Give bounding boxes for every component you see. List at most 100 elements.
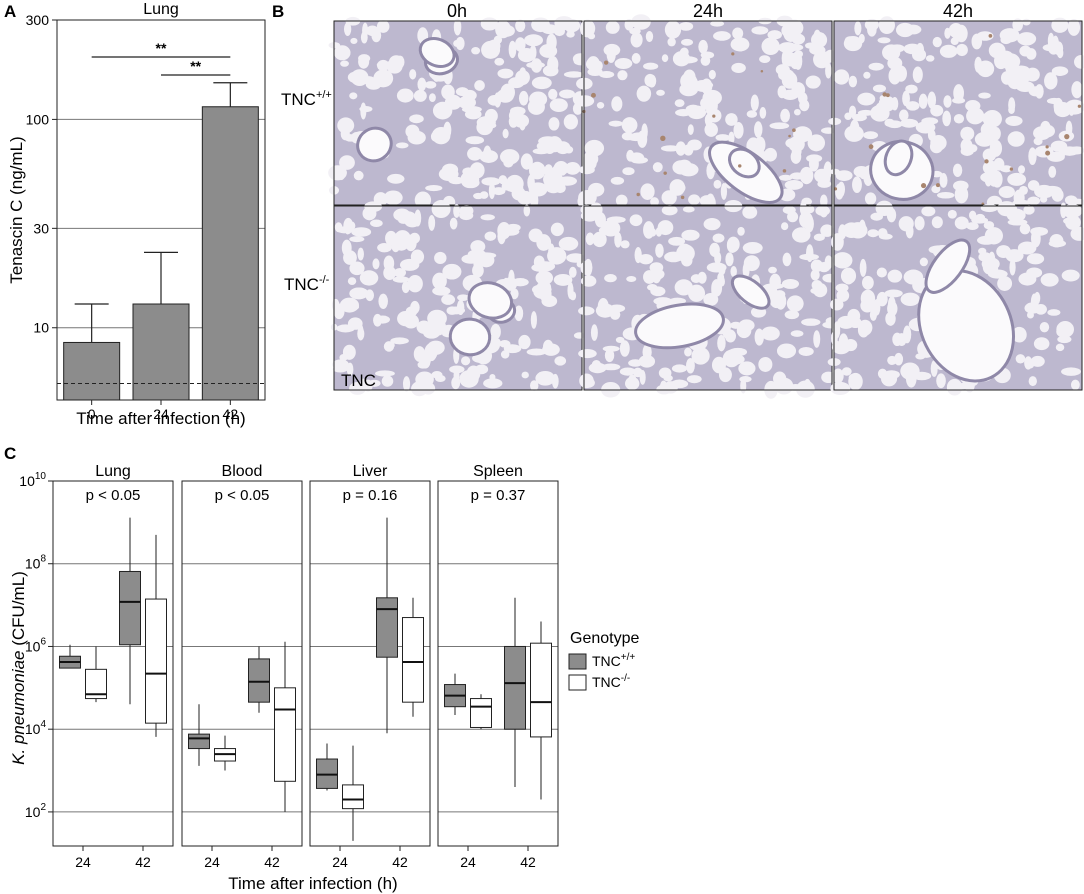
alveolus <box>982 160 999 175</box>
panel-a-x-tick-label: 0 <box>88 406 96 422</box>
alveolus <box>349 92 358 100</box>
alveolus <box>563 114 578 130</box>
alveolus <box>417 77 427 92</box>
alveolus <box>455 36 465 51</box>
alveolus <box>414 191 432 209</box>
alveolus <box>820 224 834 237</box>
alveolus <box>575 95 595 107</box>
alveolus <box>385 230 398 246</box>
alveolus <box>905 224 914 239</box>
box <box>342 784 364 810</box>
alveolus <box>532 148 550 155</box>
alveolus <box>847 308 861 323</box>
alveolus <box>729 321 742 329</box>
alveolus <box>950 37 959 46</box>
alveolus <box>427 318 447 336</box>
stain-dot <box>788 134 791 138</box>
panel-a-x-axis-title: Time after infection (h) <box>76 409 245 428</box>
panel-c-y-tick-label: 102 <box>25 802 47 820</box>
panel-c-facets: Lung p < 0.05 24 42 Blood p < 0.05 24 42 Liver p … <box>52 463 559 870</box>
alveolus <box>480 214 495 221</box>
alveolus <box>349 261 365 276</box>
facet-x-tick-label: 24 <box>204 854 220 870</box>
alveolus <box>346 362 354 377</box>
alveolus <box>500 83 515 102</box>
alveolus <box>494 338 501 347</box>
alveolus <box>383 341 395 352</box>
alveolus <box>836 289 850 302</box>
micrograph-frame <box>833 205 1083 391</box>
alveolus <box>1056 321 1075 338</box>
alveolus <box>1033 137 1043 146</box>
alveolus <box>1057 335 1072 344</box>
alveolus <box>953 84 965 103</box>
alveolus <box>657 220 674 236</box>
alveolus <box>472 353 491 364</box>
panel-b-row-header-ko: TNC-/- <box>284 274 330 294</box>
alveolus <box>740 378 747 394</box>
alveolus <box>377 242 392 253</box>
micrograph-r1-c1 <box>578 200 842 399</box>
alveolus <box>830 298 844 311</box>
alveolus <box>405 234 417 252</box>
alveolus <box>831 340 851 355</box>
alveolus <box>553 273 573 286</box>
stain-dot <box>885 93 890 98</box>
alveolus <box>860 289 876 308</box>
alveolus <box>876 291 888 307</box>
alveolus <box>1015 67 1033 83</box>
alveolus <box>905 101 920 111</box>
stain-dot <box>882 92 887 97</box>
alveolus <box>548 88 558 100</box>
alveolus <box>484 231 497 241</box>
alveolus <box>832 252 853 269</box>
alveolus <box>886 207 897 223</box>
alveolus <box>777 85 787 99</box>
alveolus <box>698 39 708 54</box>
alveolus <box>715 134 731 142</box>
alveolus <box>805 205 815 214</box>
alveolus <box>546 136 563 153</box>
alveolus <box>631 14 651 30</box>
box <box>402 617 424 703</box>
alveolus <box>1028 147 1037 166</box>
alveolus <box>471 47 481 55</box>
alveolus <box>976 31 994 41</box>
stain-dot <box>1045 150 1051 156</box>
alveolus <box>365 78 382 90</box>
alveolus <box>1022 18 1031 26</box>
alveolus <box>413 89 427 102</box>
alveolus <box>708 69 716 80</box>
panel-a-significance-label: ** <box>156 40 167 56</box>
alveolus <box>428 214 436 231</box>
alveolus <box>551 165 563 180</box>
alveolus <box>978 247 987 255</box>
alveolus <box>378 293 388 309</box>
alveolus <box>487 95 502 106</box>
alveolus <box>947 209 957 219</box>
alveolus <box>519 117 526 131</box>
alveolus <box>712 233 725 243</box>
alveolus <box>892 332 903 347</box>
alveolus <box>1031 229 1041 248</box>
alveolus <box>1034 304 1047 315</box>
alveolus <box>975 213 986 223</box>
alveolus <box>1051 277 1059 284</box>
alveolus <box>835 170 853 182</box>
alveolus <box>711 279 723 297</box>
alveolus <box>639 369 646 385</box>
alveolus <box>598 225 619 235</box>
alveolus <box>554 16 574 31</box>
alveolus <box>843 35 863 52</box>
alveolus <box>931 216 943 229</box>
stain-dot <box>984 159 989 164</box>
stain-dot <box>981 202 985 206</box>
alveolus <box>1063 217 1080 225</box>
alveolus <box>1030 355 1045 367</box>
alveolus <box>900 118 919 128</box>
alveolus <box>656 89 665 96</box>
alveolus <box>675 141 687 156</box>
alveolus <box>621 132 634 141</box>
alveolus <box>758 356 773 372</box>
alveolus <box>649 262 664 274</box>
